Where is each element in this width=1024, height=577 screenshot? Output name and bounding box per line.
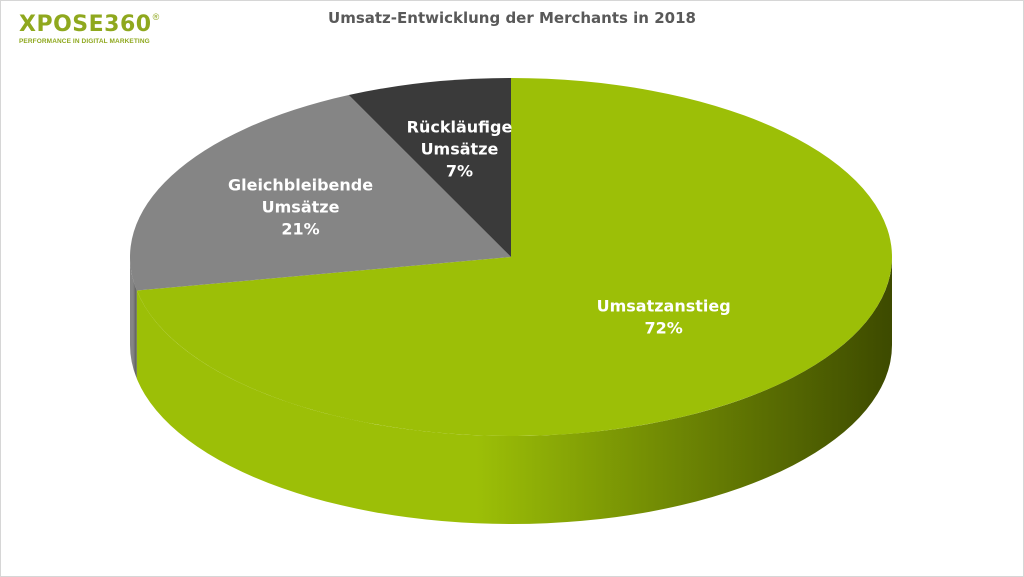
slice-value-label-2: 7% <box>446 162 473 181</box>
slice-value-label-0: 72% <box>645 318 683 337</box>
pie-labels: Umsatzanstieg 72% Gleichbleibende Umsätze 21… <box>228 118 731 338</box>
slice-name-label-1: Gleichbleibende <box>228 176 373 195</box>
pie-slice-0 <box>136 78 893 436</box>
slice-name-label-0: Umsatzanstieg <box>597 296 731 315</box>
chart-title: Umsatz-Entwicklung der Merchants in 2018 <box>328 9 696 27</box>
pie-side-slice-1 <box>130 257 137 379</box>
pie-slice-2 <box>348 78 511 257</box>
pie-slice-1 <box>129 95 511 291</box>
pie-side-wall <box>130 257 893 524</box>
pie-side-slice-0 <box>136 257 893 524</box>
logo-registered-mark: ® <box>152 12 160 22</box>
slice-name-label-1: Umsätze <box>262 198 340 217</box>
slice-name-label-2: Umsätze <box>421 140 499 159</box>
xpose360-logo: XPOSE360® PERFORMANCE IN DIGITAL MARKETI… <box>19 12 160 45</box>
slice-value-label-1: 21% <box>281 220 319 239</box>
logo-tagline: PERFORMANCE IN DIGITAL MARKETING <box>19 38 150 45</box>
logo-wordmark: XPOSE360 <box>19 12 152 37</box>
pie-top-face <box>129 78 893 436</box>
slice-name-label-2: Rückläufige <box>407 118 513 137</box>
